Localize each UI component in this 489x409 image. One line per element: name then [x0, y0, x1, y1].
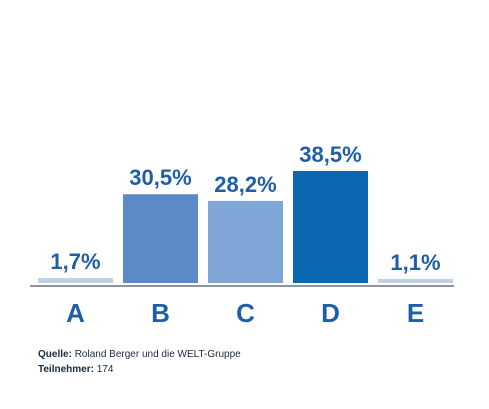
- participants-note: Teilnehmer: 174: [38, 364, 113, 375]
- source-note: Quelle: Roland Berger und die WELT-Grupp…: [38, 349, 241, 360]
- bar-A: [38, 278, 113, 283]
- participants-text: 174: [96, 364, 114, 375]
- category-label-E: E: [407, 298, 424, 328]
- value-label-E: 1,1%: [390, 250, 440, 275]
- value-label-A: 1,7%: [50, 249, 100, 274]
- source-text: Roland Berger und die WELT-Gruppe: [74, 349, 241, 360]
- bar-C: [208, 200, 283, 283]
- value-label-D: 38,5%: [299, 142, 361, 167]
- participants-label: Teilnehmer:: [38, 364, 94, 375]
- bars-group: 1,7% A 30,5% B 28,2% C 38,5% D 1,1% E: [38, 142, 453, 328]
- bar-B: [123, 194, 198, 283]
- category-label-B: B: [151, 298, 170, 328]
- value-label-B: 30,5%: [129, 165, 191, 190]
- category-label-D: D: [321, 298, 340, 328]
- category-label-C: C: [236, 298, 255, 328]
- bar-E: [378, 279, 453, 283]
- category-label-A: A: [66, 298, 85, 328]
- value-label-C: 28,2%: [214, 172, 276, 197]
- source-label: Quelle:: [38, 349, 72, 360]
- bar-D: [293, 170, 368, 283]
